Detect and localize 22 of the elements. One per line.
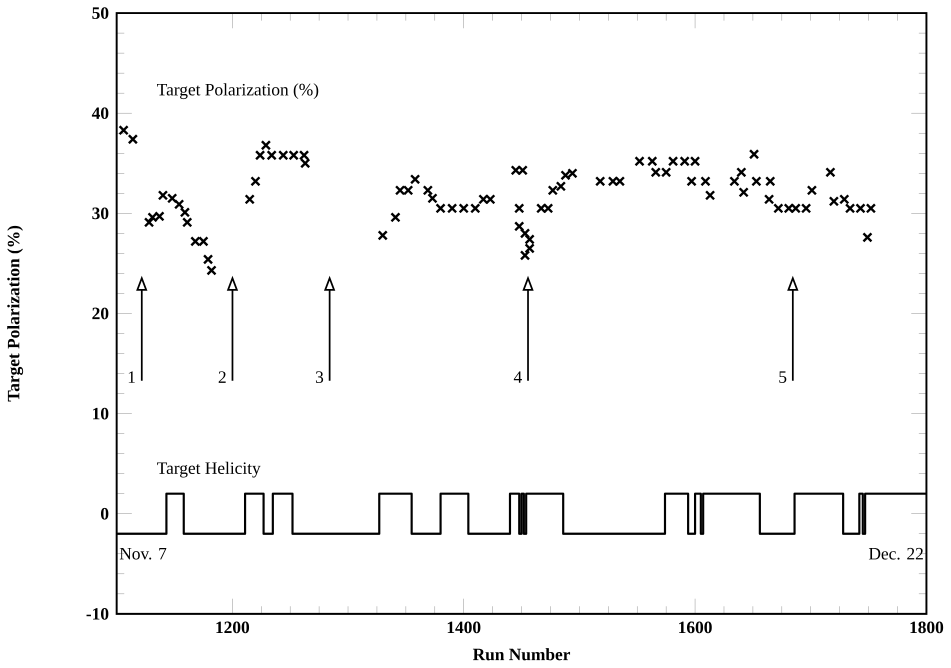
annotation: 1 [128, 372, 135, 383]
annotation: 3 [316, 372, 324, 384]
x-axis-title: Run Number [472, 648, 570, 661]
annotation: Dec. 22 [868, 548, 923, 560]
annotation: 2 [218, 372, 226, 384]
y-tick-label: 10 [93, 408, 108, 420]
x-tick-label: 1400 [448, 622, 480, 634]
y-tick-label: 30 [92, 208, 108, 220]
x-tick-label: 1200 [216, 622, 250, 634]
annotation: 5 [779, 372, 786, 384]
x-tick-label: 1800 [910, 622, 944, 634]
y-tick-label: 0 [100, 508, 108, 520]
y-tick-label: 50 [92, 7, 108, 20]
x-tick-label: 1600 [679, 622, 712, 634]
y-tick-label: -10 [86, 608, 108, 620]
text: Target Polarization (%) [157, 83, 318, 100]
y-tick-label: 20 [92, 308, 108, 320]
y-tick-label: 40 [92, 108, 108, 120]
series-label: Target Helicity [157, 462, 261, 478]
annotation: Nov. 7 [120, 548, 166, 560]
y-axis-title: Target Polarization (%) [7, 226, 24, 402]
annotation: 4 [514, 372, 522, 383]
